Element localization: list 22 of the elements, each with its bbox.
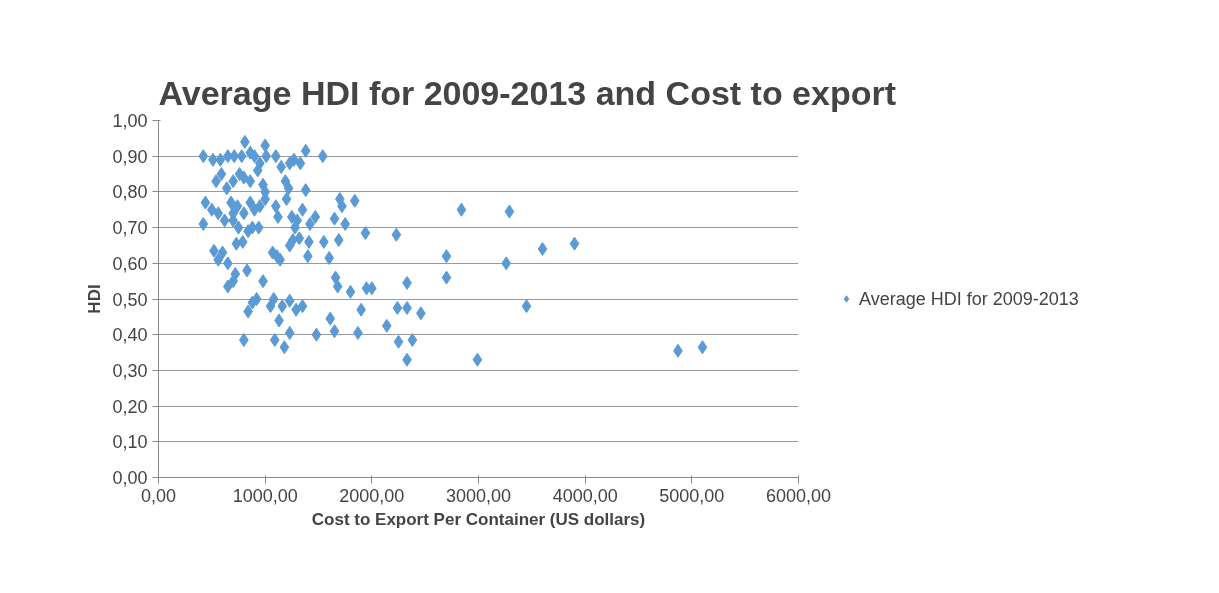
y-tick-label: 0,30 xyxy=(112,360,148,381)
x-tick-label: 0,00 xyxy=(140,485,177,506)
x-tick-label: 5000,00 xyxy=(659,485,725,506)
y-tick-label: 0,20 xyxy=(112,396,148,417)
y-tick-label: 0,80 xyxy=(112,182,148,203)
legend-label: Average HDI for 2009-2013 xyxy=(859,288,1079,309)
x-tick-label: 1000,00 xyxy=(232,485,298,506)
y-tick-label: 0,60 xyxy=(112,253,148,274)
x-tick-label: 3000,00 xyxy=(445,485,512,506)
y-tick-label: 0,70 xyxy=(112,218,148,239)
y-tick-label: 0,10 xyxy=(112,432,148,453)
x-axis-title: Cost to Export Per Container (US dollars) xyxy=(311,509,646,529)
x-tick-label: 6000,00 xyxy=(765,485,832,506)
x-tick-label: 2000,00 xyxy=(339,485,405,506)
x-tick-label: 4000,00 xyxy=(552,485,618,506)
y-tick-label: 0,50 xyxy=(112,289,148,310)
y-tick-label: 1,00 xyxy=(112,111,148,131)
chart-title: Average HDI for 2009-2013 and Cost to export xyxy=(158,73,897,112)
y-tick-label: 0,00 xyxy=(112,468,148,488)
y-axis-title: HDI xyxy=(85,284,105,314)
y-tick-label: 0,90 xyxy=(112,146,148,167)
y-tick-label: 0,40 xyxy=(112,325,148,346)
